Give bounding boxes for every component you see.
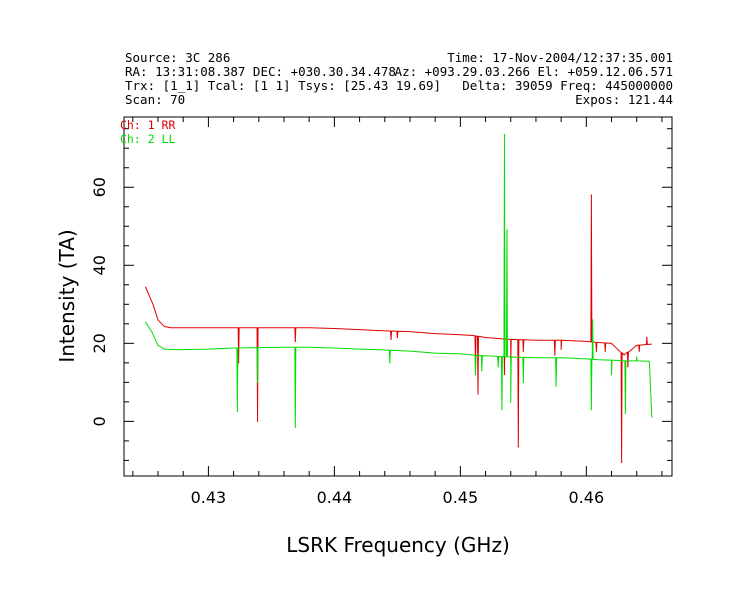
spike-point	[560, 348, 562, 350]
spike-point	[474, 373, 477, 376]
spike-point	[506, 229, 508, 231]
x-tick-label: 0.44	[317, 488, 353, 507]
spike-point	[522, 381, 524, 383]
spike-point	[621, 461, 623, 463]
spike-point	[389, 362, 391, 364]
spike-point	[477, 393, 479, 395]
y-tick-label: 20	[90, 333, 109, 353]
spike-point	[497, 366, 499, 368]
spike-point	[590, 409, 592, 411]
y-axis-title: Intensity (TA)	[55, 229, 79, 362]
legend-entry-ll: Ch: 2 LL	[120, 132, 175, 146]
spike-point	[636, 356, 638, 358]
spike-point	[503, 373, 506, 376]
spike-point	[390, 338, 392, 341]
spike-point	[396, 336, 398, 339]
spike-point	[256, 420, 259, 422]
header-ra-dec: RA: 13:31:08.387 DEC: +030.30.34.478	[125, 64, 396, 79]
header-scan: Scan: 70	[125, 92, 185, 107]
y-tick-label: 60	[90, 177, 109, 197]
legend-entry-rr: Ch: 1 RR	[120, 118, 175, 132]
spike-point	[624, 412, 626, 415]
spike-point	[638, 350, 640, 352]
plot-frame	[123, 116, 673, 477]
series-line	[144, 194, 652, 463]
spike-point	[590, 194, 592, 196]
spike-point	[555, 385, 557, 387]
x-axis-title: LSRK Frequency (GHz)	[286, 533, 510, 557]
header-source: Source: 3C 286	[125, 50, 230, 65]
spike-point	[604, 350, 606, 352]
spike-point	[592, 319, 594, 321]
spike-point	[236, 411, 238, 413]
y-tick-label: 40	[90, 255, 109, 275]
spike-point	[646, 336, 648, 339]
tick-marks: 0.43 0.44 0.45 0.46 0 20 40 60	[90, 117, 672, 507]
header-delta-freq: Delta: 39059 Freq: 445000000	[462, 78, 673, 93]
spike-point	[503, 133, 506, 136]
series-rr	[144, 194, 652, 463]
spike-point	[517, 446, 519, 448]
spike-point	[294, 340, 296, 342]
data-series	[144, 133, 653, 463]
spike-point	[554, 354, 556, 356]
spike-point	[627, 366, 629, 368]
spike-point	[522, 350, 524, 352]
spike-point	[610, 373, 613, 376]
spike-point	[510, 401, 512, 403]
spike-point	[595, 350, 598, 352]
x-tick-label: 0.43	[191, 488, 227, 507]
x-tick-label: 0.46	[569, 488, 605, 507]
spike-point	[294, 426, 296, 428]
header-trx-tcal-tsys: Trx: [1_1] Tcal: [1 1] Tsys: [25.43 19.6…	[125, 78, 441, 93]
header-expos: Expos: 121.44	[575, 92, 673, 107]
y-tick-label: 0	[90, 416, 109, 426]
spike-point	[256, 381, 259, 383]
spike-point	[501, 409, 503, 411]
x-tick-label: 0.45	[443, 488, 479, 507]
header-time: Time: 17-Nov-2004/12:37:35.001	[447, 50, 673, 65]
spike-point	[481, 370, 483, 372]
spike-point	[238, 362, 240, 364]
series-ll	[144, 133, 653, 428]
header-az-el: Az: +093.29.03.266 El: +059.12.06.571	[395, 64, 673, 79]
